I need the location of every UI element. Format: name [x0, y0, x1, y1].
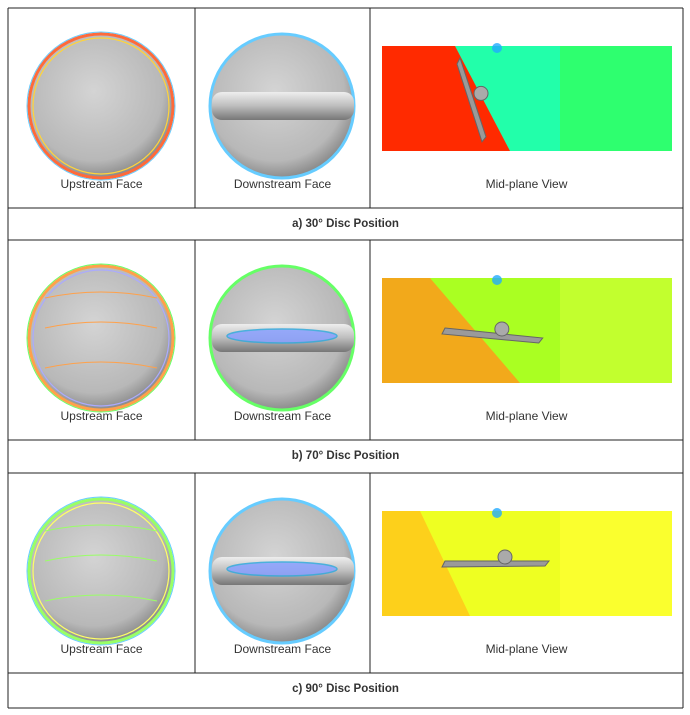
- low-pressure: [492, 43, 502, 53]
- valve-disc: [456, 56, 487, 143]
- contour-ring: [32, 269, 170, 407]
- panel-caption: b) 70° Disc Position: [292, 450, 399, 462]
- view-label: Upstream Face: [60, 409, 142, 423]
- upstream-disc: [27, 32, 175, 180]
- contour-band: [226, 561, 338, 577]
- valve-hub: [497, 549, 513, 565]
- contour-line: [44, 594, 158, 602]
- contour-line: [44, 321, 158, 329]
- flow-field-high: [382, 511, 470, 616]
- view-label: Mid-plane View: [486, 409, 568, 423]
- contour-line: [44, 361, 158, 369]
- view-label: Mid-plane View: [486, 642, 568, 656]
- upstream-disc: [27, 264, 175, 412]
- contour-line: [44, 291, 158, 299]
- valve-disc: [441, 327, 544, 344]
- flow-field-far: [560, 511, 672, 616]
- view-label: Downstream Face: [234, 642, 332, 656]
- contour-band: [226, 328, 338, 344]
- contour-line: [44, 554, 158, 562]
- view-label: Upstream Face: [60, 177, 142, 191]
- shaft: [212, 92, 354, 120]
- low-pressure: [492, 275, 502, 285]
- contour-ring: [26, 263, 176, 413]
- view-label: Downstream Face: [234, 409, 332, 423]
- panel-caption: a) 30° Disc Position: [292, 218, 399, 230]
- valve-hub: [494, 321, 510, 337]
- view-label: Upstream Face: [60, 642, 142, 656]
- flow-field-far: [560, 46, 672, 151]
- contour-ring: [26, 31, 176, 181]
- contour-line: [44, 524, 158, 532]
- valve-disc: [441, 560, 551, 568]
- flow-field-far: [560, 278, 672, 383]
- upstream-disc: [27, 497, 175, 645]
- contour-ring: [32, 37, 170, 175]
- panel-caption: c) 90° Disc Position: [292, 683, 399, 695]
- valve-hub: [473, 85, 489, 101]
- view-label: Mid-plane View: [486, 177, 568, 191]
- contour-ring: [32, 502, 170, 640]
- low-pressure: [492, 508, 502, 518]
- view-label: Downstream Face: [234, 177, 332, 191]
- contour-ring: [26, 496, 176, 646]
